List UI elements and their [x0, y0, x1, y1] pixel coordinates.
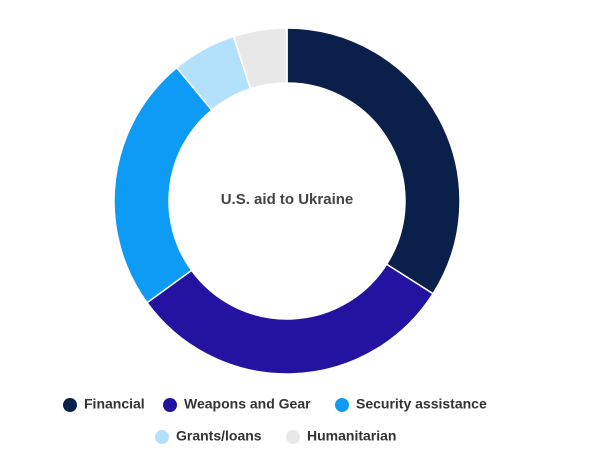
legend-marker [163, 398, 177, 412]
legend-label: Financial [84, 396, 145, 412]
donut-slice [232, 27, 288, 90]
legend-label: Security assistance [356, 396, 487, 412]
chart-title: U.S. aid to Ukraine [221, 191, 354, 208]
legend-marker [335, 398, 349, 412]
legend-marker [155, 430, 169, 444]
donut-slice [113, 66, 213, 304]
legend-marker [63, 398, 77, 412]
legend-marker [286, 430, 300, 444]
legend-label: Weapons and Gear [184, 396, 311, 412]
donut-slice [286, 27, 461, 295]
legend-label: Humanitarian [307, 428, 396, 444]
legend-label: Grants/loans [176, 428, 262, 444]
donut-slice [145, 263, 435, 375]
